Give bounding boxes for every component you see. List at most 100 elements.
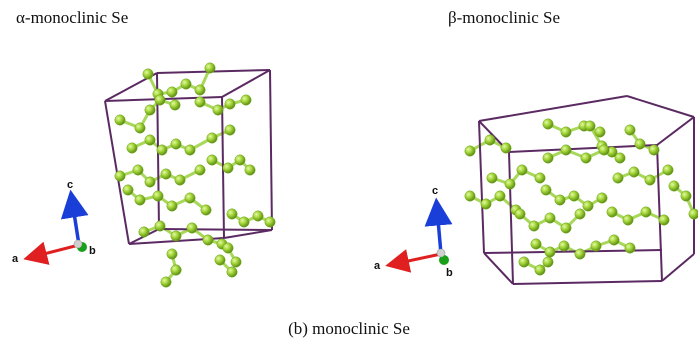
beta-atom (590, 240, 602, 252)
beta-atom (594, 126, 606, 138)
alpha-se-title: α-monoclinic Se (16, 8, 129, 27)
alpha-atom (204, 62, 216, 74)
alpha-atom (114, 114, 126, 126)
beta-atom (514, 208, 526, 220)
beta-axis-a-label: a (374, 260, 381, 272)
beta-axis-a-arrow (385, 249, 442, 273)
alpha-axis-a-label: a (12, 253, 19, 265)
beta-cell-edge (508, 144, 658, 153)
beta-cell-edge (656, 116, 695, 146)
beta-atom (504, 178, 516, 190)
beta-atom (494, 190, 506, 202)
beta-cell-edge (478, 95, 628, 122)
alpha-atom (138, 226, 150, 238)
beta-atom (542, 256, 554, 268)
beta-atom (658, 214, 670, 226)
beta-atom (582, 200, 594, 212)
alpha-atom (166, 86, 178, 98)
beta-atom (584, 120, 596, 132)
beta-axis-c-arrow (424, 197, 453, 255)
beta-atom (614, 152, 626, 164)
beta-atom (644, 174, 656, 186)
beta-atom (486, 172, 498, 184)
beta-atom (544, 212, 556, 224)
beta-atom (680, 190, 692, 202)
alpha-atom (264, 216, 276, 228)
beta-axis-b-label: b (446, 267, 453, 279)
beta-atom (598, 144, 610, 156)
alpha-cell-edge (158, 228, 273, 231)
beta-atom (528, 220, 540, 232)
alpha-atom (222, 242, 234, 254)
alpha-atom (174, 174, 186, 186)
alpha-atom (160, 276, 172, 288)
beta-axes-triad: a b c (374, 185, 453, 279)
alpha-atom (134, 122, 146, 134)
alpha-atom (144, 176, 156, 188)
beta-atom (596, 192, 608, 204)
beta-atom (574, 208, 586, 220)
alpha-origin (73, 239, 83, 249)
beta-cell-edge (508, 151, 514, 285)
alpha-atom (214, 254, 226, 266)
alpha-axis-a-arrow (23, 241, 80, 265)
alpha-atom (226, 266, 238, 278)
alpha-atom (194, 84, 206, 96)
beta-cell-edge (656, 144, 663, 282)
alpha-atom (234, 154, 246, 166)
beta-atom (516, 164, 528, 176)
alpha-axis-c-arrow (60, 189, 89, 246)
beta-atom (612, 172, 624, 184)
alpha-atom (126, 142, 138, 154)
beta-atom (534, 264, 546, 276)
alpha-atom (240, 94, 252, 106)
alpha-atom (154, 94, 166, 106)
alpha-atom (170, 264, 182, 276)
alpha-atom (186, 222, 198, 234)
beta-cell-edge (483, 252, 514, 285)
beta-atom (544, 246, 556, 258)
alpha-atom (152, 190, 164, 202)
beta-cell-edge (626, 95, 695, 118)
beta-se-title: β-monoclinic Se (448, 8, 561, 27)
alpha-atom (244, 164, 256, 176)
beta-atoms (464, 118, 698, 276)
beta-atom (648, 144, 660, 156)
beta-atom (484, 134, 496, 146)
beta-atom (640, 206, 652, 218)
alpha-atom (184, 192, 196, 204)
beta-atom (668, 180, 680, 192)
beta-atom (622, 214, 634, 226)
alpha-atom (230, 256, 242, 268)
beta-atom (542, 152, 554, 164)
alpha-atom (170, 138, 182, 150)
beta-atom (480, 198, 492, 210)
alpha-atom (114, 170, 126, 182)
beta-atom (688, 208, 698, 220)
beta-atom (518, 256, 530, 268)
beta-atom (554, 194, 566, 206)
alpha-atoms (114, 62, 276, 288)
alpha-atom (238, 216, 250, 228)
beta-atom (608, 234, 620, 246)
beta-cell-edge (661, 253, 695, 282)
alpha-atom (194, 96, 206, 108)
beta-atom (574, 248, 586, 260)
alpha-axis-c-label: c (67, 179, 73, 191)
beta-atom (624, 124, 636, 136)
alpha-atom (212, 104, 224, 116)
alpha-atom (166, 200, 178, 212)
alpha-atom (134, 194, 146, 206)
alpha-atom (206, 154, 218, 166)
beta-atom (464, 190, 476, 202)
beta-atom (634, 138, 646, 150)
alpha-atom (200, 204, 212, 216)
beta-atom (534, 172, 546, 184)
figure-caption: (b) monoclinic Se (288, 319, 410, 338)
alpha-atom (170, 230, 182, 242)
alpha-atom (160, 168, 172, 180)
beta-atom (558, 240, 570, 252)
alpha-atom (144, 104, 156, 116)
alpha-cell-edge (269, 69, 273, 231)
